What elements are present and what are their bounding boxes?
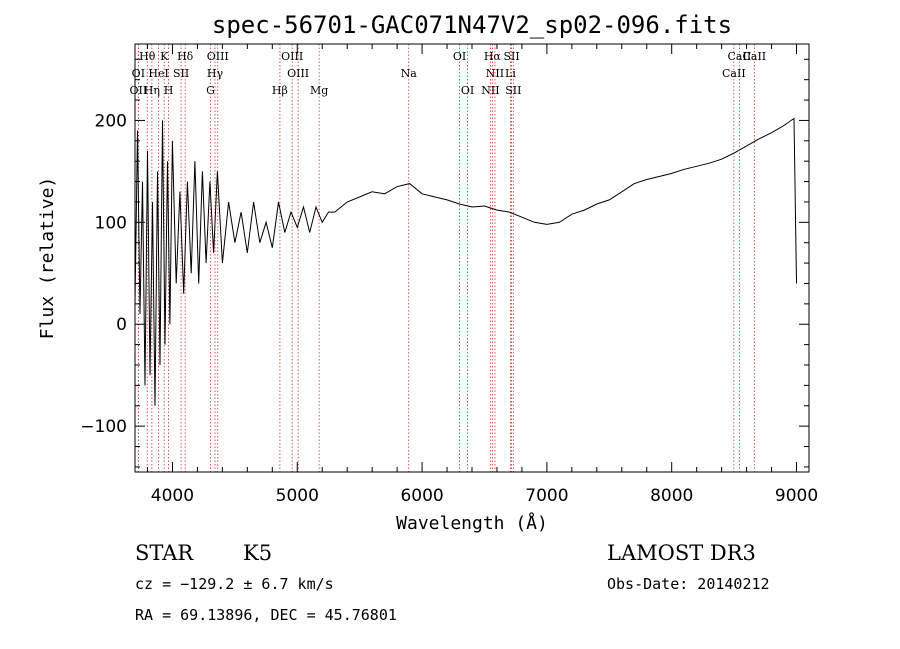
- spectral-line-label: Na: [401, 67, 418, 80]
- chart-title: spec-56701-GAC071N47V2_sp02-096.fits: [212, 11, 732, 39]
- spectral-line-label: NII: [486, 67, 504, 80]
- x-tick-label: 9000: [775, 486, 818, 506]
- spectral-line-label: Hγ: [207, 67, 224, 80]
- x-tick-label: 7000: [525, 486, 568, 506]
- spectral-line-label: SII: [503, 50, 519, 63]
- redshift-velocity: cz = −129.2 ± 6.7 km/s: [135, 575, 334, 593]
- spectral-line-label: OI: [132, 67, 145, 80]
- spectral-line-label: CaII: [728, 50, 752, 63]
- spectral-line-label: Hθ: [139, 50, 156, 63]
- x-axis-label: Wavelength (Å): [396, 512, 548, 534]
- spectral-line-label: Hη: [144, 84, 160, 97]
- spectral-line-label: OI: [453, 50, 466, 63]
- y-tick-label: 0: [116, 315, 127, 335]
- spectral-line-label: Mg: [310, 84, 328, 97]
- spectral-line-label: OI: [461, 84, 474, 97]
- object-class: STAR: [135, 541, 194, 565]
- plot-frame: [134, 43, 810, 473]
- y-tick-label: 200: [95, 111, 127, 131]
- spectral-line-label: Hα: [484, 50, 502, 63]
- spectral-line-label: HeI: [148, 67, 168, 80]
- spectrum-line: [134, 117, 797, 406]
- coordinates: RA = 69.13896, DEC = 45.76801: [135, 606, 397, 624]
- y-axis-ticks: −100 0 100 200: [80, 58, 809, 468]
- spectral-line-label: NII: [481, 84, 499, 97]
- spectral-line-label: SII: [173, 67, 189, 80]
- spectral-line-label: CaII: [742, 50, 766, 63]
- spectral-line-label: G: [206, 84, 215, 97]
- x-tick-label: 5000: [276, 486, 319, 506]
- spectral-line-label: Li: [505, 67, 516, 80]
- y-tick-label: −100: [80, 417, 127, 437]
- spectral-line-label: Hβ: [272, 84, 288, 97]
- y-axis-label: Flux (relative): [37, 177, 58, 340]
- spectral-line-label: OIII: [281, 50, 303, 63]
- x-tick-label: 6000: [400, 486, 443, 506]
- spectral-line-label: OIII: [207, 50, 229, 63]
- spectral-line-label: CaII: [722, 67, 746, 80]
- spectral-line-label: K: [160, 50, 169, 63]
- x-tick-label: 4000: [151, 486, 194, 506]
- survey-name: LAMOST DR3: [607, 541, 756, 565]
- spectral-line-label: OII: [130, 84, 148, 97]
- x-tick-label: 8000: [650, 486, 693, 506]
- y-tick-label: 100: [95, 213, 127, 233]
- object-subclass: K5: [243, 541, 272, 565]
- spectral-line-label: OIII: [287, 67, 309, 80]
- observation-date: Obs-Date: 20140212: [607, 575, 770, 593]
- x-axis-ticks: 4000 5000 6000 7000 8000 9000: [146, 44, 818, 506]
- spectral-line-label: SII: [505, 84, 521, 97]
- spectral-line-label: H: [164, 84, 174, 97]
- spectral-line-markers: [137, 44, 755, 472]
- spectral-line-label: Hδ: [177, 50, 194, 63]
